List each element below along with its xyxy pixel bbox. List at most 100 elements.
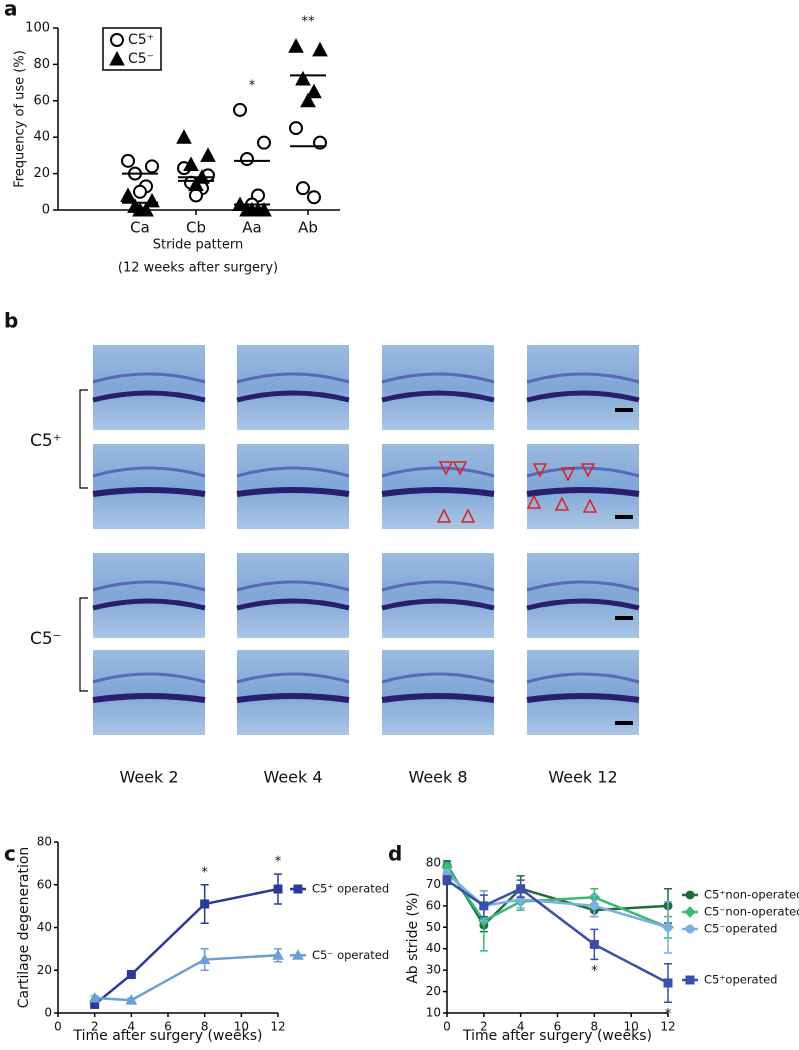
- x-tick-label: 12: [270, 1020, 285, 1034]
- marker: [293, 884, 303, 894]
- cartilage-band: [236, 693, 350, 703]
- x-tick-label: 2: [480, 1020, 488, 1034]
- histology-image: [382, 345, 494, 430]
- panel-label: b: [4, 309, 18, 333]
- marker: [88, 992, 101, 1003]
- histology-image: [237, 444, 349, 529]
- y-tick-label: 100: [25, 21, 50, 36]
- bone-band: [381, 580, 495, 592]
- marker: [189, 188, 203, 203]
- marker: [312, 41, 328, 57]
- cartilage-band: [92, 693, 206, 703]
- marker: [300, 92, 316, 108]
- x-tick-label: 6: [554, 1020, 562, 1034]
- y-tick-label: 70: [426, 877, 441, 891]
- bone-band: [236, 466, 350, 478]
- x-axis-title: Time after surgery (weeks): [73, 1028, 263, 1044]
- row-label: C5⁺: [30, 431, 62, 451]
- y-tick-label: 60: [37, 877, 52, 891]
- bone-band: [92, 466, 206, 478]
- bone-band: [236, 580, 350, 592]
- x-tick-label: 10: [234, 1020, 249, 1034]
- marker: [685, 975, 695, 985]
- row-bracket: [79, 597, 88, 692]
- legend-label: C5⁻: [128, 51, 154, 67]
- histology-image: [527, 345, 639, 430]
- bone-band: [381, 466, 495, 478]
- marker: [176, 129, 192, 144]
- x-tick-label: Ab: [298, 219, 318, 237]
- histology-image: [527, 650, 639, 735]
- x-tick-label: Cb: [186, 219, 206, 237]
- x-tick-label: 12: [660, 1020, 675, 1034]
- lesion-arrow: [560, 467, 576, 482]
- legend-label: C5⁺operated: [704, 973, 778, 987]
- y-tick-label: 0: [42, 203, 50, 218]
- histology-image: [93, 650, 205, 735]
- marker: [145, 159, 159, 174]
- marker: [479, 901, 489, 911]
- x-tick-label: Aa: [242, 219, 261, 237]
- significance: **: [302, 15, 316, 30]
- histology-image: [527, 444, 639, 529]
- lesion-arrow: [438, 461, 454, 476]
- y-axis-title: Frequency of use (%): [13, 50, 28, 188]
- marker: [663, 978, 673, 988]
- bone-band: [92, 672, 206, 684]
- cartilage-band: [526, 693, 640, 703]
- y-tick-label: 60: [426, 898, 441, 912]
- column-label: Week 2: [119, 768, 178, 787]
- panel-label: c: [4, 842, 16, 866]
- cartilage-band: [236, 390, 350, 403]
- scale-bar: [615, 721, 633, 725]
- column-label: Week 4: [263, 768, 322, 787]
- panel-label: d: [388, 842, 402, 866]
- significance: *: [275, 855, 282, 870]
- x-axis-title: Stride pattern: [153, 238, 243, 253]
- marker: [685, 890, 695, 900]
- marker: [516, 884, 526, 894]
- marker: [307, 190, 321, 205]
- cartilage-band: [526, 487, 640, 497]
- x-tick-label: 8: [591, 1020, 599, 1034]
- cartilage-band: [381, 598, 495, 611]
- marker: [296, 181, 310, 196]
- marker: [244, 201, 260, 217]
- y-tick-label: 0: [44, 1006, 52, 1020]
- x-axis-note: (12 weeks after surgery): [118, 261, 278, 276]
- marker: [589, 901, 599, 911]
- histology-image: [237, 553, 349, 638]
- cartilage-band: [526, 390, 640, 403]
- y-tick-label: 80: [426, 856, 441, 870]
- significance: *: [591, 964, 598, 979]
- marker: [200, 147, 216, 162]
- y-tick-label: 80: [37, 835, 52, 849]
- histology-image: [237, 650, 349, 735]
- y-tick-label: 40: [33, 130, 50, 145]
- x-tick-label: 2: [91, 1020, 99, 1034]
- histology-image: [93, 444, 205, 529]
- marker: [233, 102, 247, 117]
- marker: [684, 906, 696, 918]
- bone-band: [236, 372, 350, 384]
- marker: [125, 994, 138, 1005]
- lesion-arrow: [580, 463, 596, 478]
- marker: [273, 884, 283, 894]
- marker: [442, 875, 452, 885]
- y-tick-label: 80: [33, 57, 50, 72]
- lesion-arrow: [526, 494, 542, 509]
- series-line: [93, 887, 279, 1006]
- y-tick-label: 20: [426, 984, 441, 998]
- cartilage-band: [381, 487, 495, 497]
- y-tick-label: 20: [33, 166, 50, 181]
- bone-band: [381, 372, 495, 384]
- panel-label: a: [4, 0, 18, 21]
- x-tick-label: Ca: [130, 219, 150, 237]
- row-label: C5⁻: [30, 629, 62, 649]
- y-tick-label: 10: [426, 1006, 441, 1020]
- marker: [663, 922, 673, 932]
- marker: [133, 184, 147, 199]
- legend-label: C5⁻ operated: [312, 948, 389, 962]
- marker: [240, 152, 254, 167]
- bone-band: [92, 580, 206, 592]
